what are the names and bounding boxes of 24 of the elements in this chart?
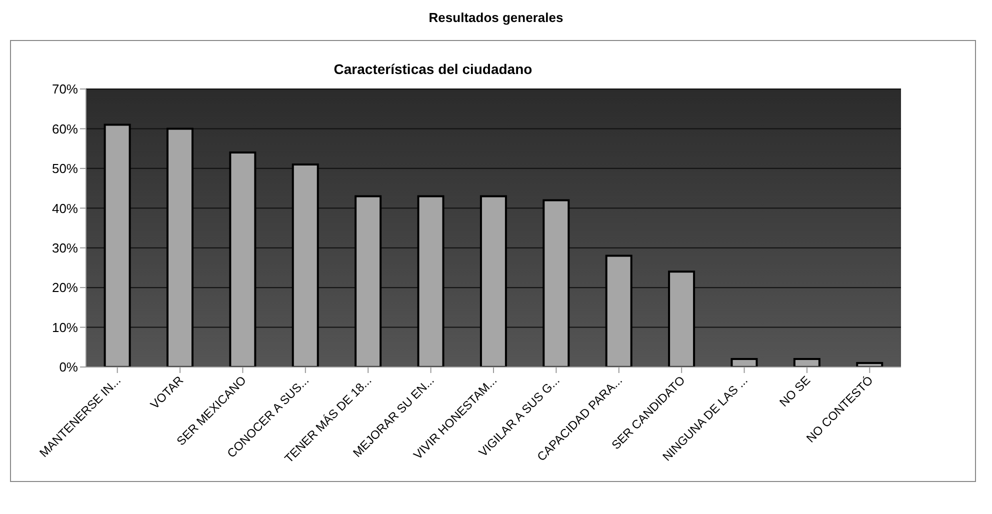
bar bbox=[354, 195, 382, 367]
y-tick-label: 70% bbox=[52, 82, 78, 97]
y-tick-label: 20% bbox=[52, 280, 78, 296]
bar bbox=[104, 124, 131, 367]
x-tick-label: NO SE bbox=[776, 373, 814, 410]
bar bbox=[542, 199, 570, 367]
chart-title: Resultados generales bbox=[428, 10, 564, 27]
bar bbox=[668, 270, 696, 367]
bar bbox=[417, 195, 444, 367]
y-tick-label: 10% bbox=[52, 320, 78, 335]
bar bbox=[292, 163, 319, 367]
y-tick-label: 60% bbox=[52, 121, 78, 136]
bar bbox=[605, 254, 632, 367]
y-tick-label: 30% bbox=[52, 240, 78, 256]
y-tick-label: 50% bbox=[52, 161, 78, 176]
bar bbox=[480, 195, 507, 367]
bar bbox=[856, 362, 884, 367]
chart-subtitle: Características del ciudadano bbox=[332, 61, 534, 77]
bar bbox=[166, 128, 194, 367]
y-tick-label: 0% bbox=[59, 360, 78, 375]
y-tick-label: 40% bbox=[52, 200, 78, 216]
bar bbox=[229, 152, 256, 367]
bar bbox=[793, 358, 820, 367]
bar bbox=[730, 358, 758, 367]
